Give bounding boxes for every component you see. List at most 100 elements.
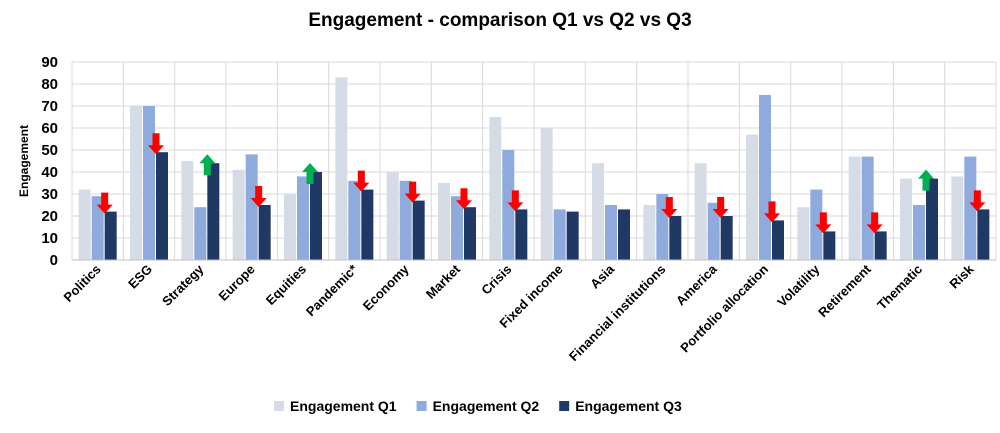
bar-2: [143, 106, 155, 260]
legend-label: Engagement Q3: [575, 398, 682, 414]
y-tick-label: 70: [41, 98, 58, 115]
down-arrow-icon: [866, 212, 883, 234]
down-arrow-icon: [764, 201, 780, 223]
bar-3: [669, 216, 682, 260]
bar-3: [464, 207, 476, 260]
down-arrow-icon: [507, 190, 524, 212]
bar-2: [913, 205, 925, 260]
x-tick-label: Crisis: [478, 262, 514, 298]
y-tick-label: 80: [41, 76, 58, 93]
bar-3: [823, 231, 836, 260]
bar-1: [951, 176, 964, 260]
y-axis-title: Engagement: [17, 125, 31, 197]
down-arrow-icon: [250, 186, 267, 207]
bar-1: [848, 156, 861, 260]
bar-2: [297, 176, 309, 260]
down-arrow-icon: [661, 197, 678, 218]
bar-2: [759, 95, 771, 260]
bar-3: [412, 200, 425, 260]
bar-1: [386, 172, 399, 260]
bar-3: [156, 152, 168, 260]
down-arrow-icon: [353, 170, 370, 192]
bar-2: [502, 150, 515, 260]
bar-1: [694, 163, 707, 260]
bar-3: [618, 209, 630, 260]
bar-3: [258, 205, 271, 260]
x-tick-label: Retirement: [815, 261, 874, 320]
x-tick-label: Financial institutions: [566, 262, 669, 365]
bar-1: [592, 163, 604, 260]
x-tick-label: Politics: [60, 262, 103, 305]
x-tick-label: Risk: [946, 261, 977, 292]
x-tick-label: Thematic: [874, 262, 925, 313]
bar-2: [605, 205, 617, 260]
x-tick-label: ESG: [125, 262, 155, 292]
bar-3: [104, 211, 117, 260]
y-tick-label: 60: [41, 120, 58, 137]
bar-3: [310, 172, 322, 260]
down-arrow-icon: [712, 197, 729, 218]
bar-3: [720, 216, 733, 260]
bar-3: [515, 209, 528, 260]
bar-2: [245, 154, 258, 260]
x-tick-label: Pandemic*: [303, 261, 361, 319]
bar-2: [348, 180, 361, 260]
x-tick-label: Portfolio allocation: [677, 261, 771, 355]
y-tick-label: 90: [41, 54, 58, 71]
down-arrow-icon: [148, 133, 164, 155]
bar-2: [964, 156, 977, 260]
bar-2: [399, 180, 412, 260]
bar-1: [335, 77, 348, 261]
down-arrow-icon: [969, 190, 986, 212]
bar-2: [553, 209, 566, 260]
bar-1: [232, 169, 245, 260]
x-tick-label: Market: [423, 261, 464, 302]
bar-1: [438, 183, 450, 260]
chart-title: Engagement - comparison Q1 vs Q2 vs Q3: [308, 10, 692, 31]
legend-swatch: [416, 401, 427, 411]
bar-2: [861, 156, 874, 260]
bar-3: [874, 231, 887, 260]
down-arrow-icon: [815, 212, 832, 234]
bar-1: [900, 178, 912, 260]
legend-swatch: [274, 401, 284, 411]
bar-3: [977, 209, 990, 260]
down-arrow-icon: [96, 192, 113, 214]
legend-label: Engagement Q1: [290, 398, 397, 414]
up-arrow-icon: [302, 163, 318, 184]
down-arrow-icon: [456, 188, 472, 210]
bar-1: [489, 117, 502, 260]
x-tick-label: Volatility: [774, 261, 823, 310]
bar-3: [772, 220, 784, 260]
bar-3: [207, 163, 220, 260]
y-tick-label: 50: [41, 142, 58, 159]
x-tick-label: Strategy: [159, 261, 207, 309]
x-tick-label: Europe: [216, 262, 258, 304]
bar-1: [643, 205, 656, 260]
bar-3: [361, 189, 374, 260]
up-arrow-icon: [918, 169, 934, 191]
bar-1: [540, 128, 553, 260]
x-tick-label: Asia: [587, 261, 618, 292]
bar-3: [566, 211, 579, 260]
down-arrow-icon: [404, 181, 421, 203]
bar-1: [797, 207, 810, 260]
bar-1: [284, 194, 296, 260]
bar-1: [746, 134, 758, 260]
bar-1: [181, 161, 194, 260]
x-tick-label: Economy: [360, 261, 413, 314]
legend-label: Engagement Q2: [433, 398, 540, 414]
bar-1: [78, 189, 91, 260]
y-tick-label: 40: [41, 164, 58, 181]
y-tick-label: 10: [41, 230, 58, 247]
y-tick-label: 20: [41, 208, 58, 225]
bar-2: [707, 202, 720, 260]
bar-1: [130, 106, 142, 260]
bar-2: [194, 207, 207, 260]
y-tick-label: 0: [50, 252, 58, 269]
y-tick-label: 30: [41, 186, 58, 203]
up-arrow-icon: [199, 154, 216, 176]
bar-2: [451, 196, 463, 260]
